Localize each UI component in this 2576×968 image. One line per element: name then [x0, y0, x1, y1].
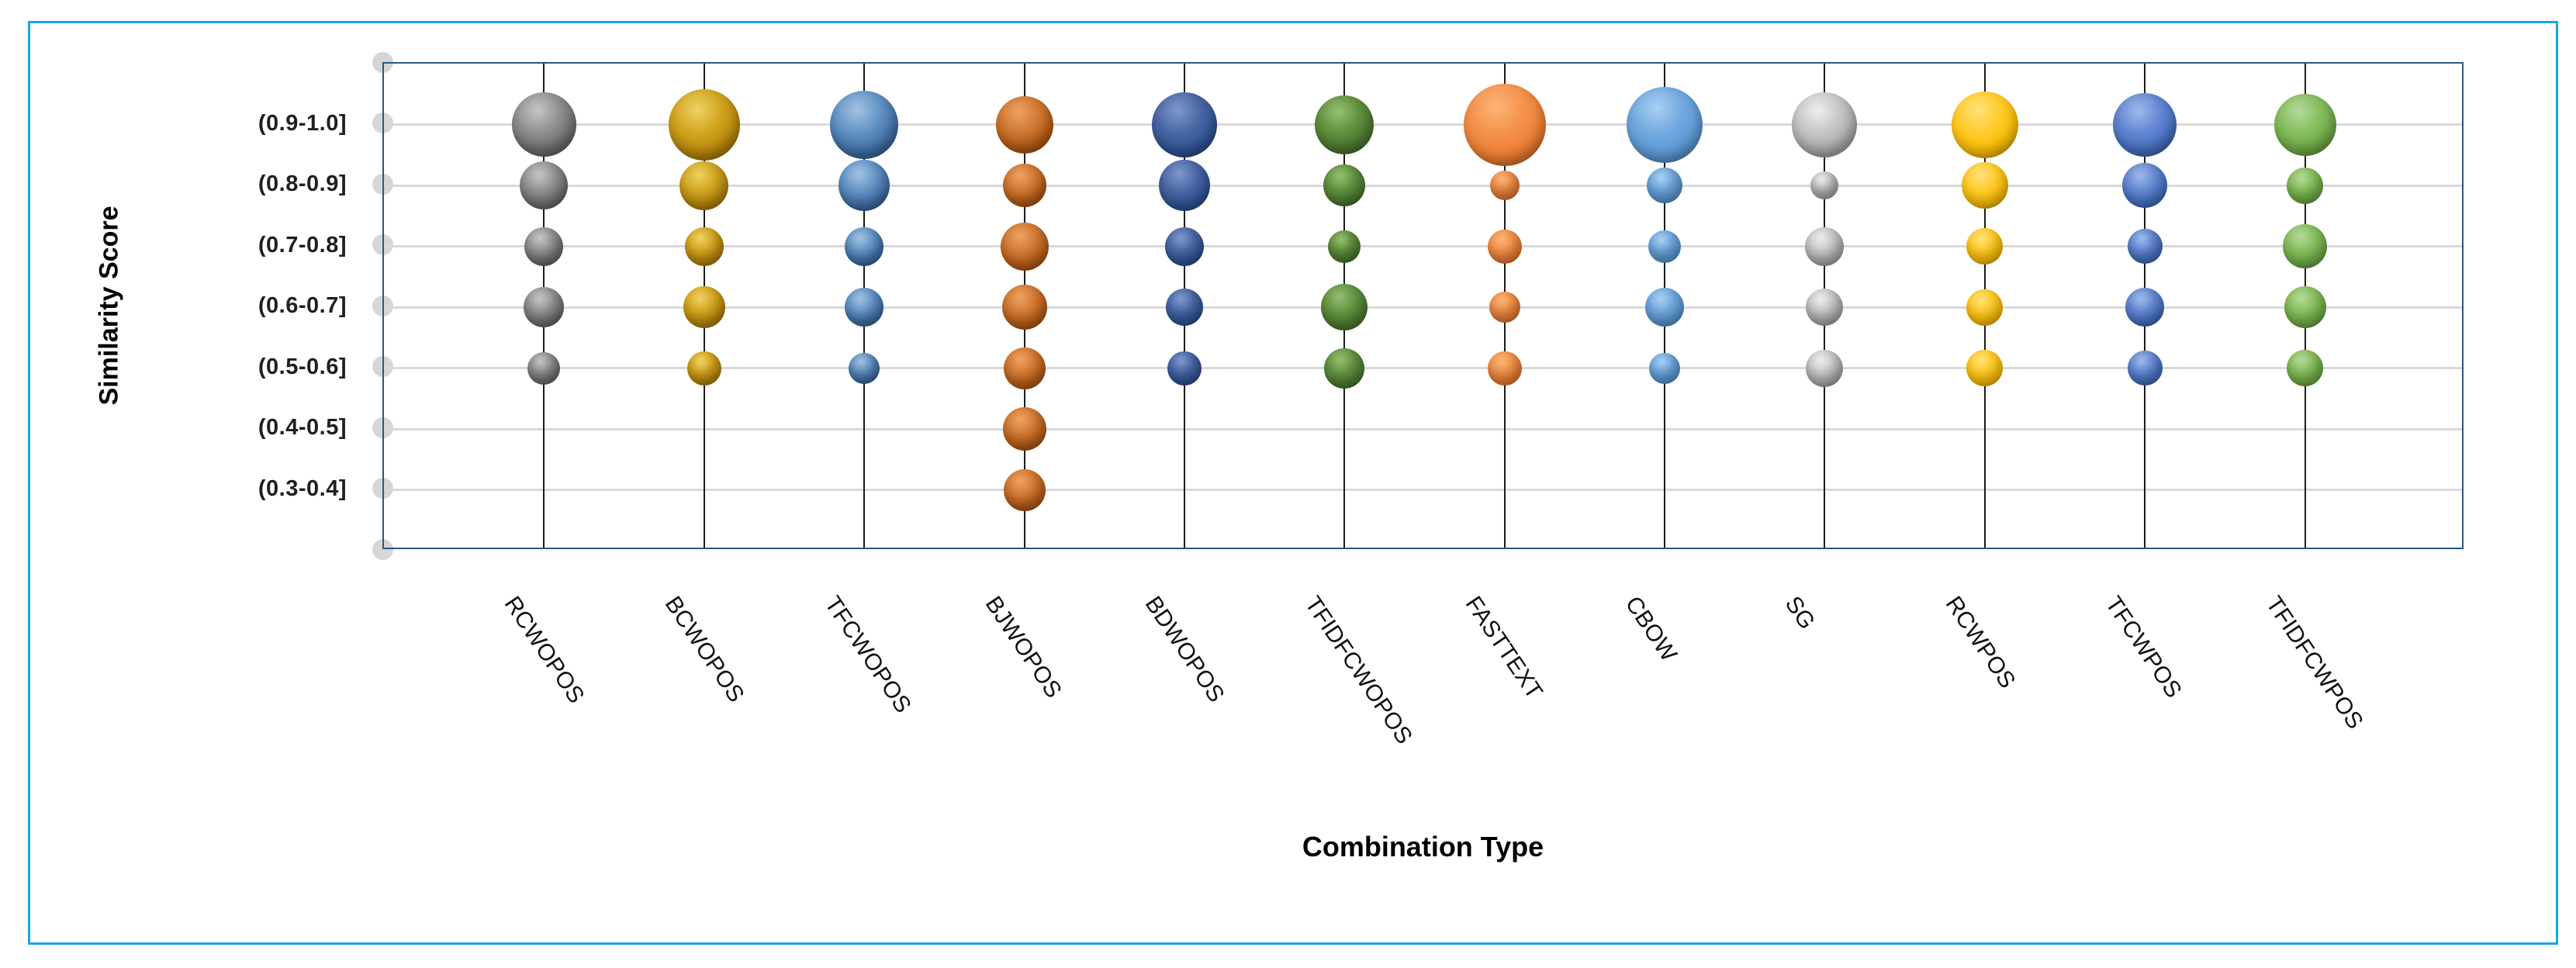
gridline [384, 245, 2462, 247]
y-tick-label: (0.8-0.9] [258, 171, 347, 196]
bubble-tfcwpos-bin3 [2127, 229, 2163, 264]
bubble-fasttext-bin1 [1463, 83, 1546, 166]
chart-frame: Similarity Score Combination Type (0.9-1… [28, 21, 2558, 945]
bubble-bdwopos-bin3 [1164, 226, 1204, 266]
y-tick-label: (0.3-0.4] [258, 475, 347, 501]
bubble-tfcwpos-bin2 [2122, 163, 2168, 208]
bubble-bcwopos-bin2 [679, 161, 729, 210]
bubble-bjwopos-bin5 [1003, 347, 1046, 389]
bubble-rcwopos-bin2 [520, 161, 569, 209]
x-tick-label: CBOW [1620, 592, 1682, 666]
bubble-bjwopos-bin1 [995, 95, 1053, 154]
bubble-tfcwpos-bin5 [2127, 351, 2163, 385]
bubble-tfcwopos-bin1 [830, 90, 899, 159]
x-tick-label: RCWPOS [1940, 592, 2021, 693]
bubble-bcwopos-bin5 [686, 351, 721, 385]
bubble-bdwopos-bin4 [1165, 289, 1203, 326]
bubble-tfidfcwopos-bin3 [1328, 230, 1361, 263]
bubble-fasttext-bin3 [1487, 229, 1522, 264]
bubble-sg-bin4 [1806, 289, 1844, 326]
bubble-tfidfcwpos-bin3 [2283, 224, 2328, 268]
bubble-tfidfcwpos-bin1 [2273, 93, 2336, 156]
bubble-fasttext-bin2 [1489, 171, 1520, 200]
bubble-tfidfcwpos-bin5 [2287, 350, 2324, 386]
bubble-cbow-bin4 [1645, 288, 1685, 327]
bubble-bdwopos-bin1 [1151, 92, 1217, 157]
bubble-tfcwpos-bin1 [2113, 92, 2177, 157]
x-tick-label: TFCWOPOS [819, 592, 917, 718]
y-tick-label: (0.6-0.7] [258, 293, 347, 318]
gridline [384, 184, 2462, 187]
gridline [384, 489, 2462, 491]
bubble-rcwpos-bin2 [1961, 162, 2008, 209]
y-tick-label: (0.9-1.0] [258, 110, 347, 136]
bubble-rcwpos-bin1 [1951, 91, 2018, 158]
bubble-fasttext-bin4 [1489, 292, 1520, 323]
bubble-tfcwopos-bin5 [849, 352, 880, 384]
x-tick-label: TFCWPOS [2100, 592, 2187, 703]
bubble-rcwopos-bin4 [524, 287, 565, 327]
bubble-bjwopos-bin2 [1002, 164, 1046, 207]
y-tick-label: (0.4-0.5] [258, 415, 347, 440]
bubble-bdwopos-bin5 [1167, 351, 1202, 385]
bubble-rcwpos-bin5 [1966, 350, 2004, 386]
bubble-cbow-bin5 [1649, 352, 1681, 384]
plot-area [382, 62, 2464, 549]
x-axis-title: Combination Type [1302, 831, 1544, 863]
y-tick-label: (0.5-0.6] [258, 354, 347, 379]
bubble-tfcwopos-bin3 [845, 226, 884, 266]
y-tick-label: (0.7-0.8] [258, 232, 347, 258]
bubble-rcwopos-bin1 [511, 92, 576, 157]
bubble-sg-bin2 [1810, 171, 1839, 199]
bubble-tfidfcwopos-bin2 [1323, 164, 1366, 206]
bubble-fasttext-bin5 [1487, 351, 1522, 385]
x-tick-label: RCWOPOS [500, 592, 590, 708]
bubble-tfcwpos-bin4 [2125, 288, 2165, 327]
bubble-cbow-bin3 [1648, 230, 1682, 263]
bubble-bcwopos-bin1 [668, 88, 740, 161]
bubble-cbow-bin2 [1647, 168, 1683, 203]
bubble-bcwopos-bin4 [683, 286, 725, 328]
x-tick-label: FASTTEXT [1460, 592, 1547, 704]
bubble-tfcwopos-bin2 [838, 160, 890, 211]
gridline [384, 123, 2462, 126]
bubble-cbow-bin1 [1627, 86, 1703, 163]
gridline [384, 367, 2462, 369]
bubble-rcwpos-bin3 [1966, 228, 2004, 264]
bubble-sg-bin5 [1806, 349, 1844, 387]
bubble-bdwopos-bin2 [1158, 160, 1210, 211]
bubble-tfidfcwpos-bin2 [2287, 167, 2324, 204]
x-tick-label: BJWOPOS [980, 592, 1067, 703]
bubble-bjwopos-bin6 [1002, 407, 1046, 451]
bubble-tfidfcwopos-bin1 [1315, 95, 1374, 154]
bubble-sg-bin1 [1792, 92, 1858, 157]
x-tick-label: SG [1780, 592, 1820, 634]
gridline [384, 306, 2462, 309]
bubble-tfidfcwopos-bin4 [1321, 284, 1368, 330]
gridline [384, 427, 2462, 430]
bubble-bjwopos-bin7 [1003, 468, 1046, 511]
x-tick-label: TFIDFCWOPOS [1299, 592, 1418, 749]
x-tick-label: BDWOPOS [1139, 592, 1229, 707]
bubble-tfidfcwopos-bin5 [1324, 347, 1365, 389]
bubble-bjwopos-bin4 [1001, 285, 1047, 330]
bubble-rcwopos-bin3 [524, 226, 564, 266]
bubble-bcwopos-bin3 [684, 226, 724, 266]
x-tick-label: TFIDFCWPOS [2260, 592, 2368, 734]
x-tick-label: BCWOPOS [659, 592, 749, 707]
bubble-rcwpos-bin4 [1966, 289, 2004, 326]
bubble-tfidfcwpos-bin4 [2284, 286, 2326, 328]
bubble-bjwopos-bin3 [1000, 222, 1049, 271]
bubble-sg-bin3 [1805, 226, 1845, 266]
bubble-tfcwopos-bin4 [845, 288, 884, 327]
bubble-rcwopos-bin5 [527, 351, 561, 385]
